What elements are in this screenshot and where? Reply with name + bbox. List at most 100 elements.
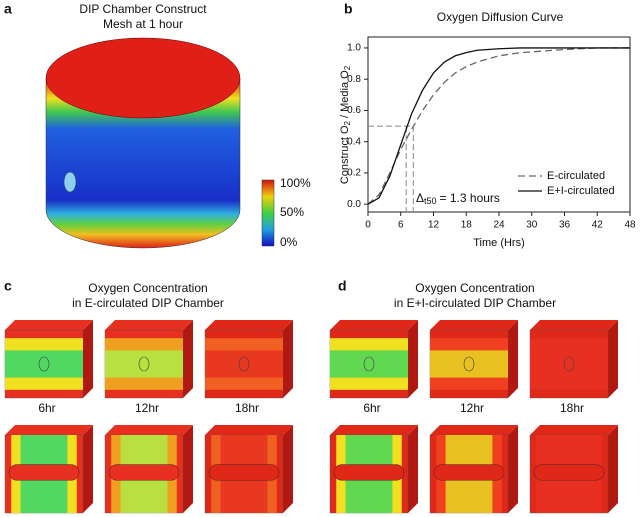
panel-label: a [4, 1, 12, 17]
block-side [508, 425, 518, 513]
block-side [83, 425, 93, 513]
x-tick-label: 48 [624, 220, 636, 231]
block-render [429, 425, 518, 514]
block-channel [108, 464, 180, 481]
block-side [408, 425, 418, 513]
block-side [408, 320, 418, 398]
block-top [430, 320, 518, 330]
block-side [283, 425, 293, 513]
x-tick-label: 42 [592, 220, 604, 231]
time-label: 12hr [460, 401, 484, 415]
block-side [608, 320, 618, 398]
block-channel [433, 464, 505, 481]
block-side [283, 320, 293, 398]
time-label: 6hr [38, 401, 55, 415]
panel-title: Oxygen Concentration [415, 281, 534, 295]
block-render [204, 425, 293, 514]
cylinder-render [45, 37, 241, 249]
x-axis-label: Time (Hrs) [473, 237, 525, 249]
line-series [367, 47, 630, 205]
block-top [105, 320, 193, 330]
block-render [104, 425, 193, 514]
y-label-part: Construct O [339, 125, 351, 184]
annotation-text: = 1.3 hours [440, 191, 500, 205]
block-render [4, 425, 93, 514]
x-tick-label: 12 [428, 220, 440, 231]
y-tick-label: 0.2 [347, 168, 361, 179]
time-label: 18hr [560, 401, 584, 415]
colorbar-label: 100% [280, 176, 311, 190]
y-label-sub: 2 [343, 120, 352, 125]
legend-label: E+I-circulated [547, 185, 615, 197]
block-top [5, 320, 93, 330]
y-tick-label: 1.0 [347, 43, 361, 54]
time-label: 12hr [135, 401, 159, 415]
block-hole [363, 356, 375, 372]
panel-title: Oxygen Concentration [88, 281, 207, 295]
block-render [429, 320, 518, 399]
block-hole [463, 356, 475, 372]
panel-title: Mesh at 1 hour [103, 17, 183, 31]
block-render [204, 320, 293, 399]
block-side [608, 425, 618, 513]
colorbar-label: 50% [280, 205, 304, 219]
block-top [530, 425, 618, 435]
x-tick-label: 24 [493, 220, 505, 231]
block-channel [333, 464, 405, 481]
block-render [529, 320, 618, 399]
colorbar-label: 0% [280, 235, 298, 249]
block-hole [138, 356, 150, 372]
y-label-sub: 2 [343, 65, 352, 70]
block-render [104, 320, 193, 399]
annotation: Δt50 = 1.3 hours [416, 191, 500, 206]
block-top [105, 425, 193, 435]
panel-label: b [344, 1, 353, 17]
block-top [5, 425, 93, 435]
block-side [508, 320, 518, 398]
annotation-delta: Δ [416, 191, 424, 205]
colorbar [261, 179, 275, 247]
block-top [205, 320, 293, 330]
block-side [83, 320, 93, 398]
block-render [329, 320, 418, 399]
block-render [529, 425, 618, 514]
x-tick-label: 18 [461, 220, 473, 231]
x-tick-label: 36 [559, 220, 571, 231]
line-series [367, 47, 630, 205]
chart-title: Oxygen Diffusion Curve [437, 10, 564, 24]
block-top [330, 425, 418, 435]
block-render [4, 320, 93, 399]
y-tick-label: 0.0 [347, 199, 361, 210]
panel-label: c [4, 278, 12, 294]
block-channel [8, 464, 80, 481]
block-render [329, 425, 418, 514]
block-channel [208, 464, 280, 481]
y-axis-label: Construct O2 / Media O2 [339, 65, 352, 184]
annotation-sub: t50 [424, 196, 437, 206]
block-hole [38, 356, 50, 372]
block-top [530, 320, 618, 330]
block-hole [238, 356, 250, 372]
panel-title: in E-circulated DIP Chamber [72, 296, 224, 310]
panel-title: DIP Chamber Construct [79, 2, 207, 16]
panel-label: d [338, 278, 347, 294]
time-label: 6hr [363, 401, 380, 415]
x-tick-label: 6 [398, 220, 404, 231]
block-side [183, 320, 193, 398]
y-tick-label: 0.8 [347, 74, 361, 85]
block-channel [533, 464, 605, 481]
time-label: 18hr [235, 401, 259, 415]
block-top [330, 320, 418, 330]
block-top [205, 425, 293, 435]
y-tick-label: 0.6 [347, 105, 361, 116]
panel-title: in E+I-circulated DIP Chamber [394, 296, 556, 310]
block-side [183, 425, 193, 513]
block-top [430, 425, 518, 435]
x-tick-label: 30 [526, 220, 538, 231]
legend-label: E-circulated [547, 170, 605, 182]
x-tick-label: 0 [365, 220, 371, 231]
y-label-part: / Media O [339, 70, 351, 121]
y-tick-label: 0.4 [347, 136, 361, 147]
block-hole [563, 356, 575, 372]
